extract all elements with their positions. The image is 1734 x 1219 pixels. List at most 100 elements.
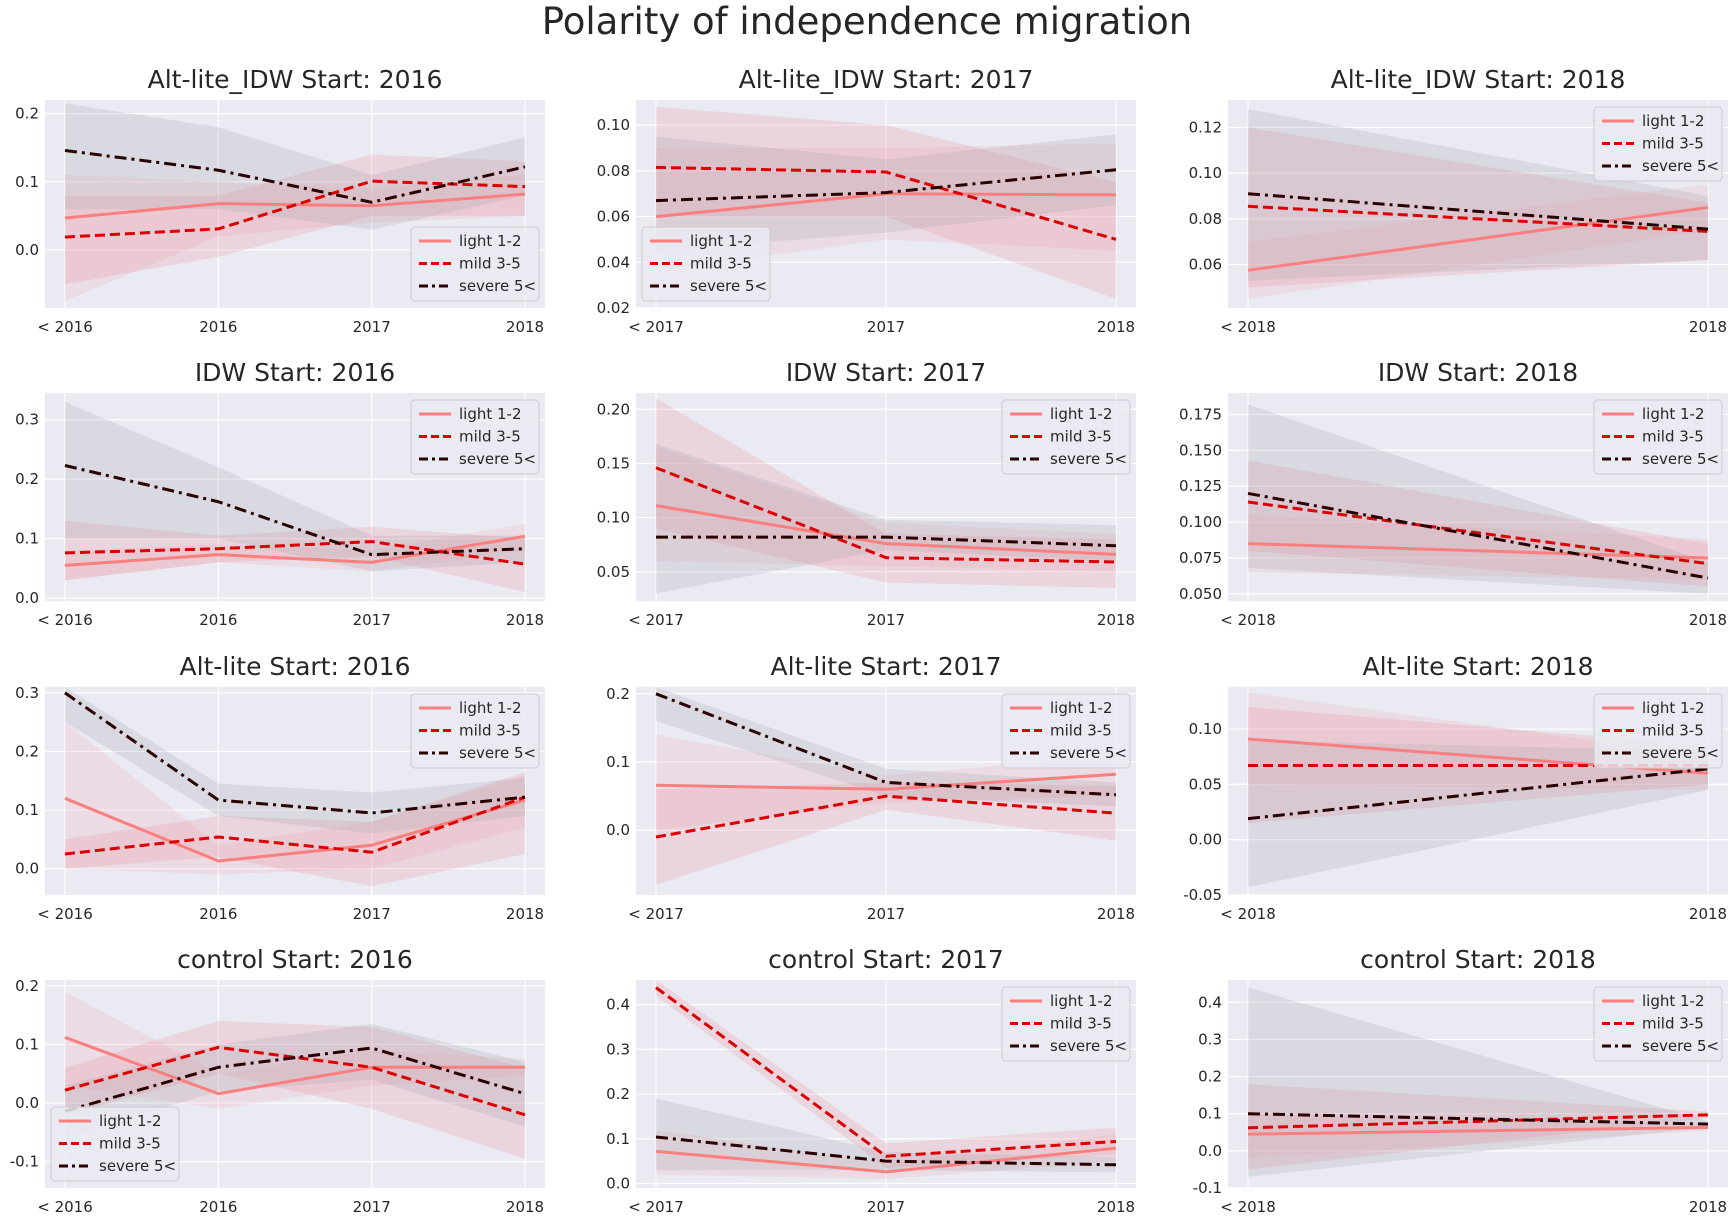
- subplot: 0.0 0.1 0.2 < 2017 2017 2018 Alt-lite Start: 2…: [606, 652, 1136, 923]
- confidence-band: [656, 980, 1116, 1168]
- series-line: [655, 794, 1117, 839]
- y-tick-label: 0.3: [606, 1040, 630, 1058]
- legend-box: [1593, 106, 1723, 182]
- legend: light 1-2 mild 3-5 severe 5<: [1593, 986, 1723, 1062]
- x-tick-label: 2017: [867, 611, 905, 629]
- y-tick-label: 0.2: [1198, 1068, 1222, 1086]
- subplot-title: Alt-lite Start: 2018: [1363, 652, 1594, 681]
- legend-box: [50, 1106, 180, 1182]
- x-tick-label: < 2016: [37, 905, 93, 923]
- legend-box: [1593, 986, 1723, 1062]
- legend-box: [1001, 986, 1131, 1062]
- x-tick-label: < 2018: [1220, 318, 1276, 336]
- y-tick-label: 0.150: [1179, 441, 1222, 459]
- legend-box: [1593, 693, 1723, 769]
- y-tick-label: -0.1: [1193, 1179, 1222, 1197]
- confidence-band: [65, 687, 525, 834]
- y-tick-label: 0.20: [597, 400, 630, 418]
- legend: light 1-2 mild 3-5 severe 5<: [1593, 693, 1723, 769]
- series-line: [1247, 1113, 1709, 1130]
- x-tick-label: 2017: [867, 1198, 905, 1216]
- legend-label: mild 3-5: [1642, 135, 1704, 153]
- legend-label: severe 5<: [1642, 1037, 1719, 1055]
- y-tick-label: 0.2: [15, 105, 39, 123]
- legend-label: mild 3-5: [459, 722, 521, 740]
- subplot: 0.0 0.1 0.2 0.3 0.4 < 2017 2017 2018 control Sta…: [606, 945, 1136, 1216]
- series-line: [655, 1135, 1117, 1167]
- legend: light 1-2 mild 3-5 severe 5<: [50, 1106, 180, 1182]
- series-line: [655, 692, 1117, 797]
- legend-label: light 1-2: [1050, 405, 1113, 423]
- y-tick-label: 0.2: [15, 470, 39, 488]
- y-tick-label: 0.1: [15, 530, 39, 548]
- legend-label: light 1-2: [1050, 699, 1113, 717]
- confidence-band: [1248, 1084, 1708, 1170]
- series-line: [1247, 1112, 1709, 1126]
- x-tick-label: 2018: [1097, 1198, 1135, 1216]
- y-tick-label: 0.2: [606, 685, 630, 703]
- y-tick-label: 0.075: [1179, 549, 1222, 567]
- legend-label: mild 3-5: [1050, 1015, 1112, 1033]
- x-tick-label: < 2017: [628, 611, 684, 629]
- x-tick-label: 2018: [1689, 611, 1727, 629]
- y-tick-label: 0.1: [15, 801, 39, 819]
- confidence-band: [656, 106, 1116, 299]
- x-tick-label: < 2017: [628, 318, 684, 336]
- legend-box: [1593, 399, 1723, 475]
- legend-label: light 1-2: [1050, 992, 1113, 1010]
- y-tick-label: 0.3: [15, 411, 39, 429]
- y-tick-label: 0.06: [597, 208, 630, 226]
- y-tick-label: 0.1: [15, 173, 39, 191]
- series-line: [655, 165, 1117, 241]
- y-tick-label: 0.0: [1198, 1142, 1222, 1160]
- legend-label: mild 3-5: [1050, 722, 1112, 740]
- y-tick-label: 0.2: [15, 977, 39, 995]
- confidence-band: [65, 722, 525, 875]
- y-tick-label: 0.1: [606, 1130, 630, 1148]
- y-tick-label: 0.1: [15, 1035, 39, 1053]
- series-line: [64, 179, 526, 239]
- x-tick-label: 2017: [353, 318, 391, 336]
- x-tick-label: 2017: [867, 318, 905, 336]
- y-tick-label: 0.0: [15, 860, 39, 878]
- series-line: [1247, 542, 1709, 560]
- y-tick-label: 0.0: [606, 821, 630, 839]
- legend: light 1-2 mild 3-5 severe 5<: [410, 226, 540, 302]
- x-tick-label: 2017: [353, 905, 391, 923]
- y-tick-label: -0.05: [1183, 886, 1222, 904]
- y-tick-label: 0.3: [1198, 1030, 1222, 1048]
- legend-label: mild 3-5: [1050, 428, 1112, 446]
- confidence-band: [1248, 1113, 1708, 1159]
- x-tick-label: 2018: [1097, 905, 1135, 923]
- y-tick-label: -0.1: [10, 1153, 39, 1171]
- series-line: [64, 1045, 526, 1117]
- legend: light 1-2 mild 3-5 severe 5<: [1593, 106, 1723, 182]
- series-line: [64, 1046, 526, 1113]
- x-tick-label: 2017: [353, 1198, 391, 1216]
- legend-label: mild 3-5: [1642, 428, 1704, 446]
- legend-box: [410, 399, 540, 475]
- series-line: [64, 1036, 525, 1096]
- subplot: 0.0 0.1 0.2 0.3 < 2016 2016 2017 2018 Alt-lite S…: [15, 652, 545, 923]
- legend-label: severe 5<: [1050, 744, 1127, 762]
- y-tick-label: 0.4: [1198, 993, 1222, 1011]
- y-tick-label: 0.12: [1189, 118, 1222, 136]
- legend-label: severe 5<: [459, 450, 536, 468]
- y-tick-label: 0.00: [1189, 831, 1222, 849]
- legend-label: severe 5<: [1642, 744, 1719, 762]
- subplot-title: Alt-lite_IDW Start: 2018: [1331, 65, 1626, 94]
- x-tick-label: 2018: [1097, 611, 1135, 629]
- y-tick-label: 0.08: [1189, 210, 1222, 228]
- legend-label: light 1-2: [99, 1112, 162, 1130]
- y-tick-label: 0.1: [606, 753, 630, 771]
- legend-label: light 1-2: [690, 232, 753, 250]
- legend-label: mild 3-5: [99, 1135, 161, 1153]
- y-tick-label: 0.0: [15, 1094, 39, 1112]
- confidence-band: [65, 1021, 525, 1159]
- legend-label: light 1-2: [1642, 992, 1705, 1010]
- subplot-title: IDW Start: 2017: [786, 358, 986, 387]
- subplot: -0.1 0.0 0.1 0.2 0.3 0.4 < 2018 2018 control Sta…: [1193, 945, 1728, 1216]
- y-tick-label: 0.04: [597, 253, 630, 271]
- x-tick-label: 2018: [506, 611, 544, 629]
